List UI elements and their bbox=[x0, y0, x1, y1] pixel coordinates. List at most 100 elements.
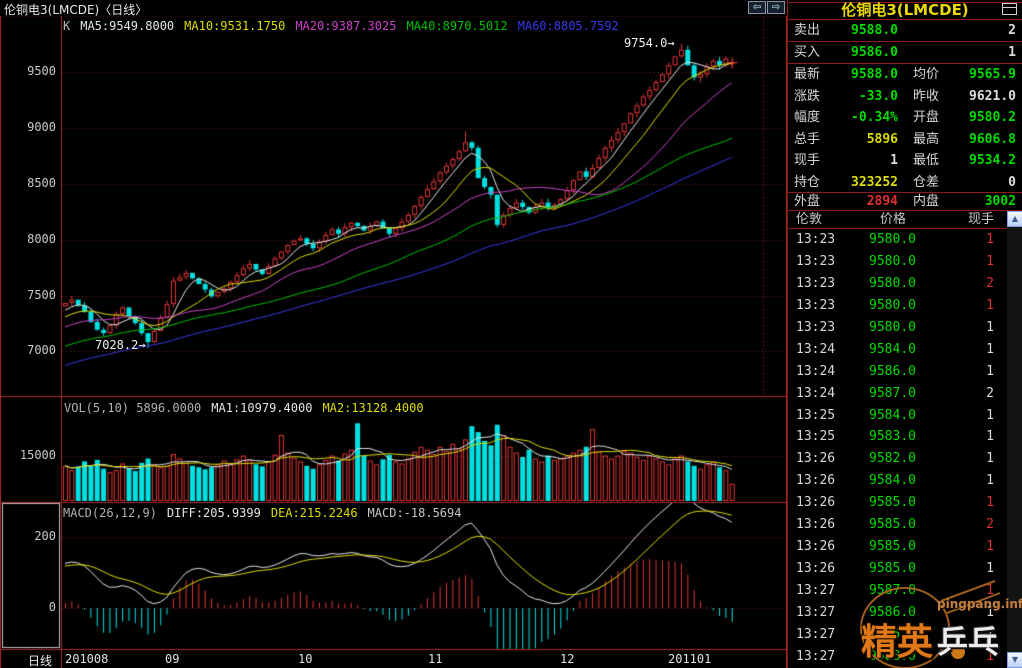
quote-label: 外盘 bbox=[794, 194, 821, 209]
date-axis-label: 11 bbox=[428, 652, 443, 666]
quote-label: 最高 bbox=[913, 131, 940, 147]
quote-value: 9580.2 bbox=[969, 110, 1016, 125]
quote-label: 开盘 bbox=[913, 110, 940, 125]
indicator-value: MA1:10979.4000 bbox=[211, 401, 313, 415]
tape-time: 13:27 bbox=[796, 648, 836, 664]
quote-row: 卖出 9588.0 2 bbox=[788, 20, 1022, 42]
tape-price: 9587.0 bbox=[869, 385, 916, 401]
axis-tick-label: 7500 bbox=[27, 288, 56, 302]
indicator-value: MA2:13128.4000 bbox=[322, 401, 424, 415]
quote-value: 1 bbox=[1008, 45, 1016, 60]
tape-lots: 1 bbox=[986, 429, 994, 445]
quote-label: 最低 bbox=[913, 153, 940, 168]
scrollbar-down-icon[interactable]: ▼ bbox=[1007, 652, 1022, 668]
indicator-value: MACD:-18.5694 bbox=[367, 506, 462, 520]
chart-canvas[interactable] bbox=[0, 0, 787, 668]
quote-value: 2894 bbox=[866, 194, 898, 209]
tape-time: 13:26 bbox=[796, 473, 836, 489]
tape-price: 9586.0 bbox=[869, 604, 916, 620]
tape-scrollbar[interactable]: ▲ ▼ bbox=[1007, 211, 1022, 668]
tape-lots: 1 bbox=[986, 583, 994, 598]
tape-list: 13:23 9580.0 1 13:23 9580.0 1 13:23 9580.0 2 13:2… bbox=[788, 229, 1022, 668]
axis-tick-label: 8500 bbox=[27, 176, 56, 190]
tape-lots: 1 bbox=[986, 363, 994, 379]
quote-value: 5896 bbox=[866, 131, 898, 147]
indicator-value: MA40:8970.5012 bbox=[406, 19, 508, 33]
kline-ma-header: K MA5:9549.8000 MA10:9531.1750 MA20:9387.30… bbox=[63, 19, 629, 33]
tape-time: 13:27 bbox=[796, 626, 836, 642]
tape-price: 9580.0 bbox=[869, 319, 916, 335]
quote-value: -0.34% bbox=[851, 110, 898, 125]
scrollbar-up-icon[interactable]: ▲ bbox=[1007, 211, 1022, 227]
price-annotation: 9754.0→ bbox=[624, 36, 675, 50]
axis-tick-label: 9000 bbox=[27, 120, 56, 134]
tape-time: 13:26 bbox=[796, 561, 836, 577]
quote-label: 买入 bbox=[794, 45, 821, 60]
axis-tick-label: 8000 bbox=[27, 232, 56, 246]
tape-row: 13:27 9588.0 1 bbox=[788, 646, 1022, 668]
tape-time: 13:23 bbox=[796, 253, 836, 269]
tape-lots: 1 bbox=[986, 451, 994, 467]
axis-tick-label: 200 bbox=[34, 529, 56, 543]
tape-lots: 1 bbox=[986, 253, 994, 269]
tape-lots: 2 bbox=[986, 385, 994, 401]
quote-value: 9534.2 bbox=[969, 153, 1016, 168]
tape-lots: 2 bbox=[986, 517, 994, 533]
quote-value: 9621.0 bbox=[969, 88, 1016, 104]
tape-lots: 1 bbox=[986, 341, 994, 357]
quote-label: 最新 bbox=[794, 67, 821, 82]
tape-row: 13:24 9587.0 2 bbox=[788, 383, 1022, 405]
tape-time: 13:25 bbox=[796, 407, 836, 423]
quote-grid: 卖出 9588.0 2 买入 9586.0 1 最新 9588.0 均价 9565.9 涨跌 -33.… bbox=[788, 20, 1022, 211]
tape-price: 9584.0 bbox=[869, 341, 916, 357]
tape-price: 9582.0 bbox=[869, 451, 916, 467]
quote-value: 3002 bbox=[984, 194, 1016, 209]
tape-time: 13:27 bbox=[796, 583, 836, 598]
axis-tick-label: 0 bbox=[48, 600, 56, 614]
indicator-value: DIFF:205.9399 bbox=[166, 506, 261, 520]
tape-price: 9580.0 bbox=[869, 253, 916, 269]
tape-time: 13:26 bbox=[796, 517, 836, 533]
tape-lots: 1 bbox=[986, 297, 994, 313]
date-axis-label: 12 bbox=[560, 652, 575, 666]
tape-row: 13:23 9580.0 1 bbox=[788, 251, 1022, 273]
tape-row: 13:23 9580.0 1 bbox=[788, 295, 1022, 317]
quote-label: 均价 bbox=[913, 67, 940, 82]
quote-value: 0 bbox=[1008, 174, 1016, 190]
quote-label: 幅度 bbox=[794, 110, 821, 125]
quote-panel: 伦铜电3(LMCDE) 卖出 9588.0 2 买入 9586.0 1 最新 9588.0 均价… bbox=[787, 0, 1022, 668]
quote-value: 9586.0 bbox=[851, 45, 898, 60]
tape-price: 9580.0 bbox=[869, 275, 916, 291]
quote-value: -33.0 bbox=[858, 88, 898, 104]
quote-label: 卖出 bbox=[794, 23, 821, 38]
quote-label: 内盘 bbox=[913, 194, 940, 209]
tape-row: 13:25 9584.0 1 bbox=[788, 405, 1022, 427]
volume-header: VOL(5,10) 5896.0000 MA1:10979.4000 MA2:131… bbox=[64, 401, 434, 415]
tape-row: 13:27 9585.0 1 bbox=[788, 624, 1022, 646]
scroll-right-button[interactable]: ⇨ bbox=[767, 1, 785, 14]
tape-lots: 2 bbox=[986, 275, 994, 291]
quote-value: 1 bbox=[890, 153, 898, 168]
quote-row: 最新 9588.0 均价 9565.9 bbox=[788, 64, 1022, 86]
scroll-left-button[interactable]: ⇦ bbox=[748, 1, 766, 14]
tape-price: 9585.0 bbox=[869, 626, 916, 642]
price-annotation: 7028.2→ bbox=[95, 338, 146, 352]
axis-tick-label: 9500 bbox=[27, 64, 56, 78]
restore-window-icon[interactable] bbox=[1002, 3, 1017, 15]
tape-col-exchange: 伦敦 bbox=[796, 212, 823, 227]
tape-price: 9584.0 bbox=[869, 407, 916, 423]
tape-time: 13:27 bbox=[796, 604, 836, 620]
tape-time: 13:26 bbox=[796, 451, 836, 467]
tape-lots: 1 bbox=[986, 604, 994, 620]
instrument-name: 伦铜电3(LMCDE) bbox=[841, 1, 969, 19]
tape-time: 13:23 bbox=[796, 297, 836, 313]
indicator-value: MA5:9549.8000 bbox=[80, 19, 175, 33]
tape-header: 伦敦 价格 现手 bbox=[788, 211, 1022, 229]
instrument-title: 伦铜电3(LMCDE) bbox=[788, 0, 1022, 20]
quote-value: 9565.9 bbox=[969, 67, 1016, 82]
quote-value: 9606.8 bbox=[969, 131, 1016, 147]
quote-row: 总手 5896 最高 9606.8 bbox=[788, 129, 1022, 151]
chart-title: 伦铜电3(LMCDE)〈日线〉 bbox=[4, 3, 148, 17]
tape-row: 13:24 9584.0 1 bbox=[788, 339, 1022, 361]
